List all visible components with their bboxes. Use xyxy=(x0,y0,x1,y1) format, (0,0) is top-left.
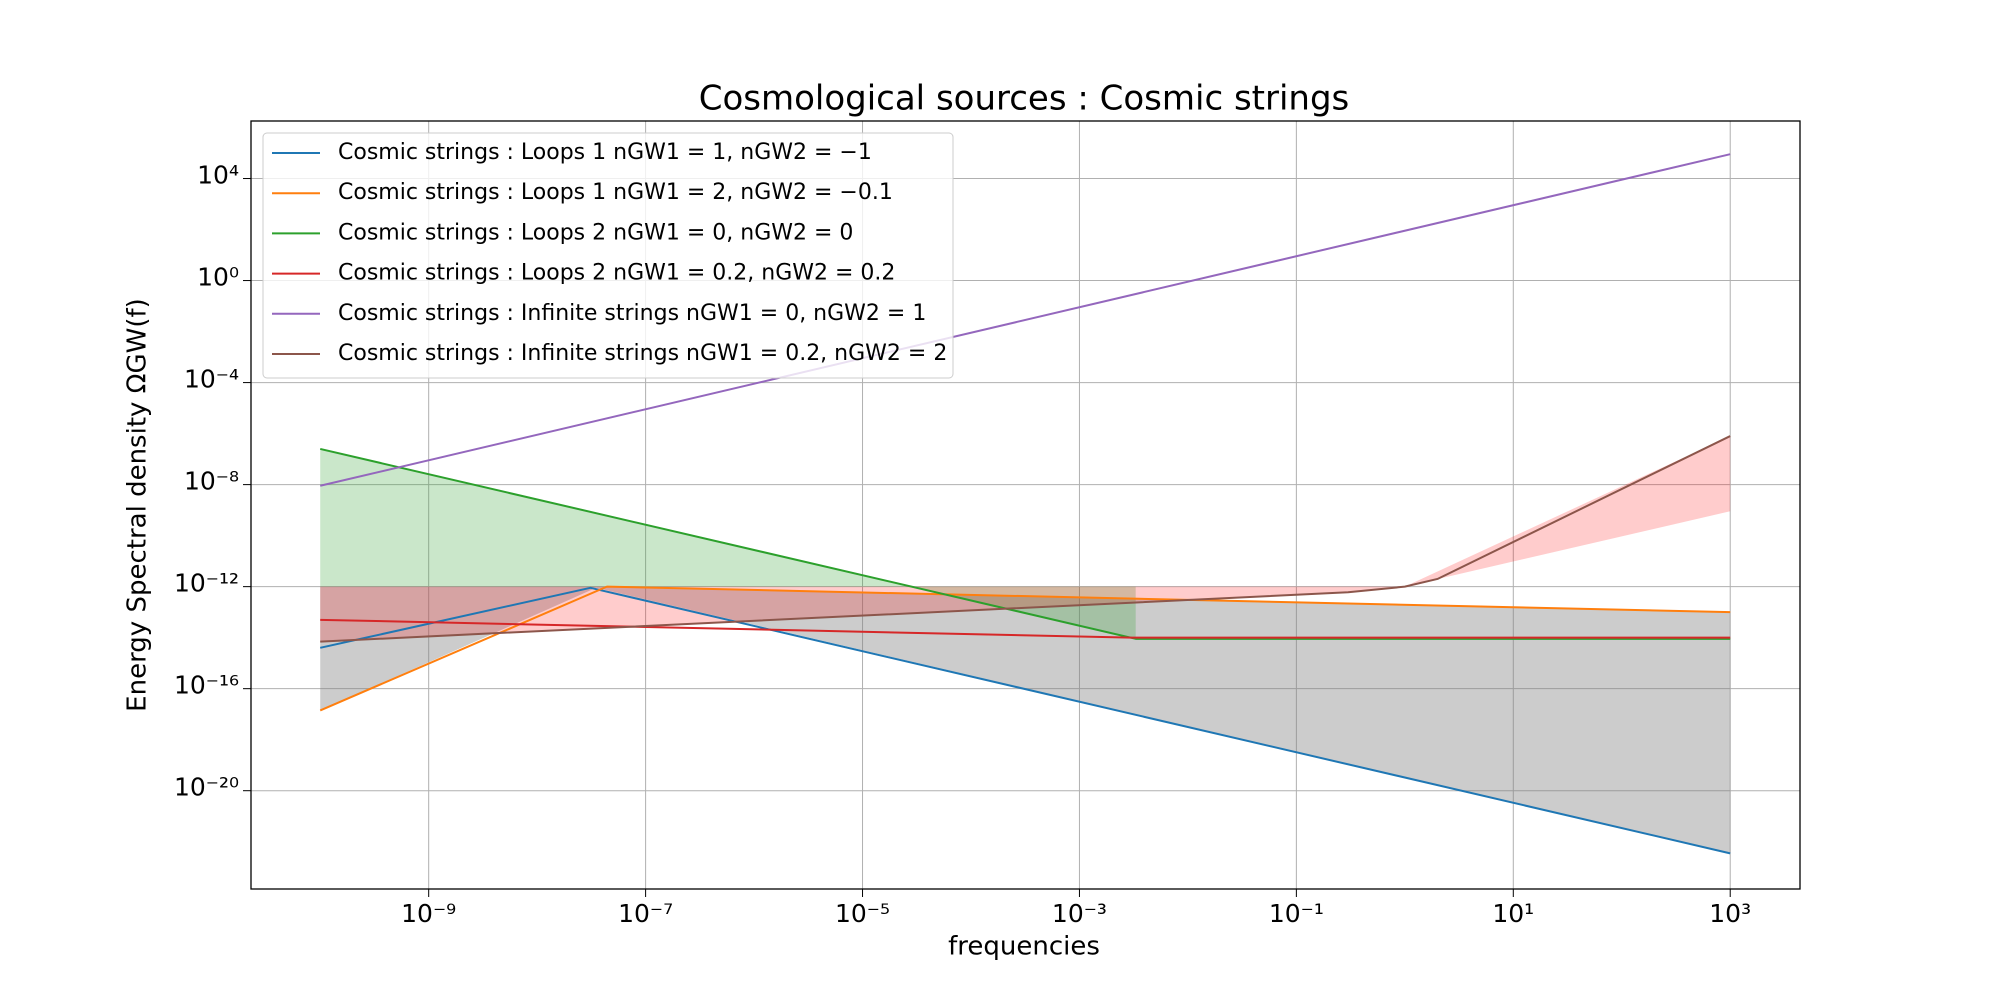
filled-band xyxy=(320,586,1731,854)
y-tick-label: 10⁴ xyxy=(197,161,239,190)
series-line xyxy=(320,435,1731,643)
y-tick-label: 10⁰ xyxy=(197,263,239,292)
y-tick-label: 10⁻¹² xyxy=(174,569,239,598)
y-tick-label: 10⁻⁸ xyxy=(184,467,239,496)
filled-band xyxy=(320,436,1731,642)
lines xyxy=(319,153,1731,855)
series-line xyxy=(320,586,1731,855)
series-line xyxy=(319,153,1731,487)
x-tick-label: 10⁻³ xyxy=(1052,899,1107,928)
legend: Cosmic strings : Loops 1 nGW1 = 1, nGW2 … xyxy=(262,132,954,379)
legend-label: Cosmic strings : Loops 1 nGW1 = 1, nGW2 … xyxy=(338,140,872,165)
series-line xyxy=(320,618,1731,639)
plot-frame xyxy=(250,120,1801,890)
y-tick-label: 10⁻¹⁶ xyxy=(174,671,239,700)
x-tick-label: 10³ xyxy=(1709,899,1751,928)
x-tick-label: 10⁻¹ xyxy=(1269,899,1324,928)
legend-label: Cosmic strings : Loops 1 nGW1 = 2, nGW2 … xyxy=(338,180,893,205)
legend-label: Cosmic strings : Loops 2 nGW1 = 0.2, nGW… xyxy=(338,261,895,286)
ticks: 10⁻⁹ 10⁻⁷ 10⁻⁵ 10⁻³ 10⁻¹ 10¹ 10³ 10⁻²⁰ 10⁻¹⁶ 10⁻¹… xyxy=(174,161,1751,928)
x-axis-label: frequencies xyxy=(948,932,1100,962)
x-tick-label: 10⁻⁷ xyxy=(618,899,673,928)
y-axis-label: Energy Spectral density ΩGW(f) xyxy=(123,298,153,712)
x-tick-label: 10¹ xyxy=(1492,899,1534,928)
x-tick-label: 10⁻⁵ xyxy=(835,899,890,928)
legend-label: Cosmic strings : Infinite strings nGW1 =… xyxy=(338,341,947,366)
legend-label: Cosmic strings : Loops 2 nGW1 = 0, nGW2 … xyxy=(338,220,853,245)
y-tick-label: 10⁻²⁰ xyxy=(174,773,239,802)
x-tick-label: 10⁻⁹ xyxy=(401,899,456,928)
legend-box xyxy=(262,132,954,379)
chart-title: Cosmological sources : Cosmic strings xyxy=(699,79,1350,119)
y-tick-label: 10⁻⁴ xyxy=(184,365,239,394)
legend-label: Cosmic strings : Infinite strings nGW1 =… xyxy=(338,301,926,326)
series-line xyxy=(320,447,1731,640)
series-line xyxy=(319,585,1731,712)
